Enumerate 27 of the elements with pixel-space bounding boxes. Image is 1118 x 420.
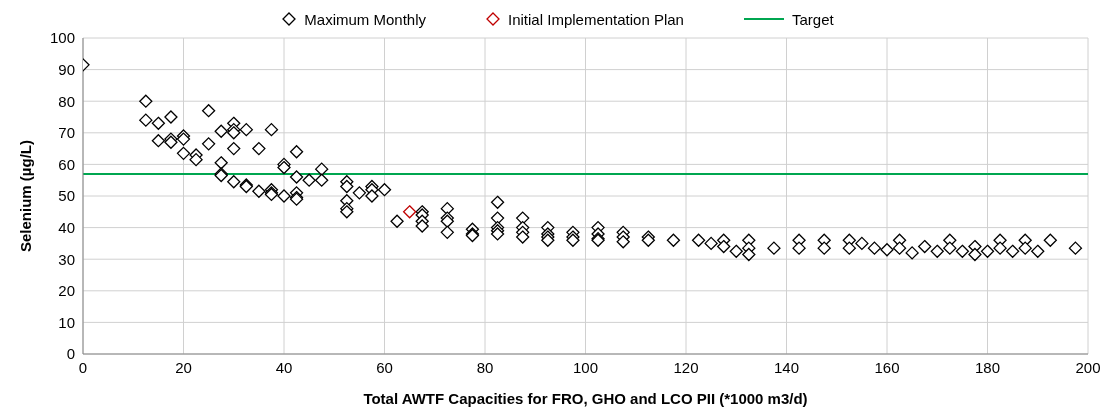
y-tick-label: 20 (58, 282, 75, 300)
x-tick-label: 180 (974, 358, 1001, 376)
y-tick-label: 70 (58, 124, 75, 142)
x-tick-label: 200 (1075, 358, 1101, 376)
y-tick-label: 100 (49, 29, 75, 47)
y-axis-title: Selenium (µg/L) (17, 140, 35, 252)
y-tick-label: 90 (58, 60, 75, 78)
legend-label: Maximum Monthly (303, 10, 427, 28)
y-tick-label: 0 (66, 345, 75, 363)
y-tick-label: 60 (58, 155, 75, 173)
y-tick-label: 40 (58, 218, 75, 236)
x-tick-label: 120 (673, 358, 699, 376)
y-tick-label: 30 (58, 250, 75, 268)
y-tick-label: 50 (58, 187, 75, 205)
x-tick-label: 100 (572, 358, 599, 376)
y-tick-label: 80 (58, 92, 75, 110)
x-tick-label: 20 (175, 358, 192, 376)
x-axis-title: Total AWTF Capacities for FRO, GHO and LCO PII (*1000 m3/d) (363, 390, 808, 407)
y-tick-label: 10 (58, 313, 75, 331)
x-tick-label: 80 (476, 358, 494, 376)
x-tick-label: 160 (874, 358, 900, 376)
x-tick-label: 140 (773, 358, 800, 376)
legend-label: Initial Implementation Plan (507, 10, 684, 28)
x-tick-label: 0 (78, 358, 88, 376)
legend-label: Target (790, 10, 834, 28)
x-tick-label: 40 (275, 358, 293, 376)
x-tick-label: 60 (376, 358, 393, 376)
